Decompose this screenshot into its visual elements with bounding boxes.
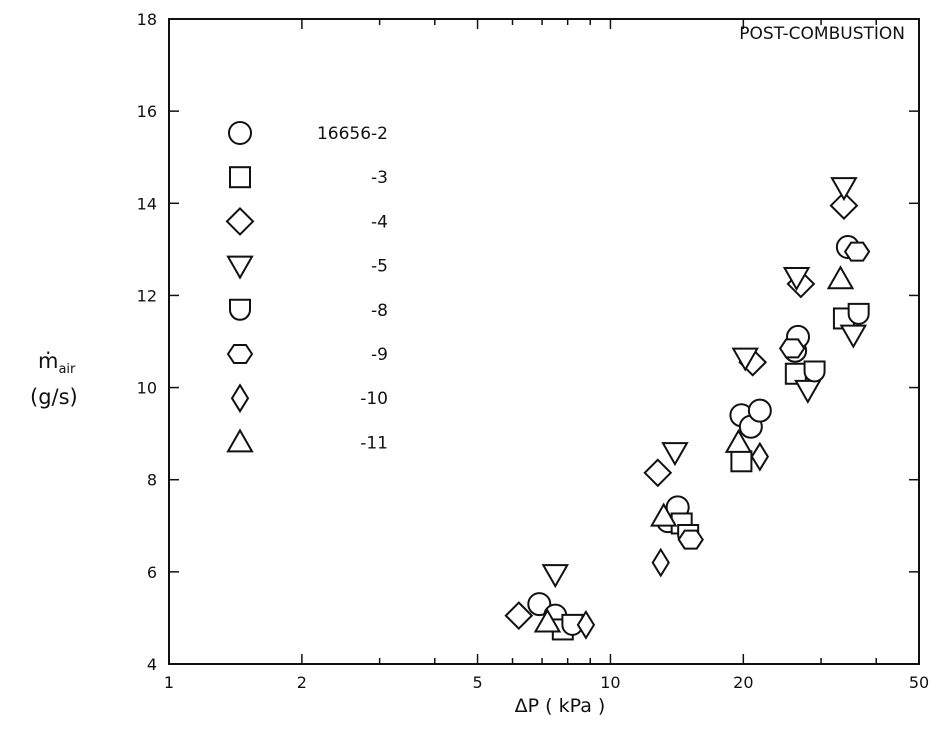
y-tick-label: 10 — [137, 379, 157, 398]
x-axis: 1 2 5 10 20 50 — [164, 19, 929, 692]
y-axis-label-sub: air — [58, 362, 76, 377]
y-axis-label: ṁair — [38, 349, 76, 377]
data-points — [504, 177, 871, 641]
x-tick-label: 50 — [909, 673, 929, 692]
data-point — [504, 601, 534, 631]
y-axis: 4 6 8 10 12 14 16 18 — [137, 10, 919, 674]
x-tick-label: 5 — [472, 673, 482, 692]
legend-label: -8 — [371, 301, 388, 321]
legend-label: -9 — [371, 345, 388, 365]
data-point — [730, 450, 753, 473]
x-tick-label: 10 — [600, 673, 620, 692]
data-point — [661, 442, 689, 467]
y-tick-label: 4 — [147, 655, 157, 674]
data-point — [643, 458, 673, 488]
legend-label: -5 — [371, 257, 388, 277]
legend-label: 16656-2 — [317, 124, 388, 144]
legend-marker — [230, 383, 250, 414]
data-point — [649, 502, 678, 527]
data-point — [782, 267, 811, 292]
y-tick-label: 16 — [137, 102, 157, 121]
data-point — [533, 608, 562, 633]
data-point — [794, 379, 822, 404]
legend-label: -4 — [371, 212, 388, 232]
y-tick-label: 18 — [137, 10, 157, 29]
data-point — [527, 592, 552, 617]
data-point — [847, 302, 870, 325]
legend-marker — [226, 344, 254, 364]
legend-marker — [226, 255, 254, 280]
legend-marker — [226, 428, 254, 453]
data-point — [677, 529, 704, 550]
data-point — [651, 547, 670, 578]
legend-label: -3 — [371, 168, 388, 188]
legend-label: -11 — [360, 433, 388, 453]
y-tick-label: 12 — [137, 286, 157, 305]
data-point — [724, 428, 753, 453]
data-point — [731, 347, 759, 372]
y-tick-label: 14 — [137, 194, 157, 213]
data-point — [829, 191, 859, 221]
legend-marker — [225, 206, 255, 236]
legend-marker — [228, 121, 252, 145]
data-point — [541, 564, 570, 589]
data-point — [778, 338, 806, 359]
data-point — [747, 398, 772, 423]
y-tick-label: 6 — [147, 563, 157, 582]
x-tick-label: 20 — [733, 673, 753, 692]
chart-title: POST-COMBUSTION — [739, 24, 905, 44]
data-point — [839, 324, 868, 349]
x-tick-label: 1 — [164, 673, 174, 692]
data-point — [803, 360, 826, 383]
data-point — [826, 265, 855, 290]
data-point — [576, 609, 596, 640]
x-tick-label: 2 — [297, 673, 307, 692]
legend-marker — [229, 166, 251, 189]
y-axis-units: (g/s) — [30, 385, 78, 409]
data-point — [843, 241, 871, 262]
legend-label: -10 — [360, 389, 388, 409]
legend: 16656-2 -3 -4 -5 -8 -9 -10 -11 — [225, 121, 388, 453]
x-axis-label: ΔP ( kPa ) — [515, 695, 606, 717]
y-tick-label: 8 — [147, 471, 157, 490]
data-point — [750, 441, 770, 472]
y-axis-label-main: ṁ — [38, 349, 58, 373]
legend-marker — [229, 298, 251, 321]
plot-frame — [168, 18, 920, 665]
data-point — [830, 177, 858, 202]
